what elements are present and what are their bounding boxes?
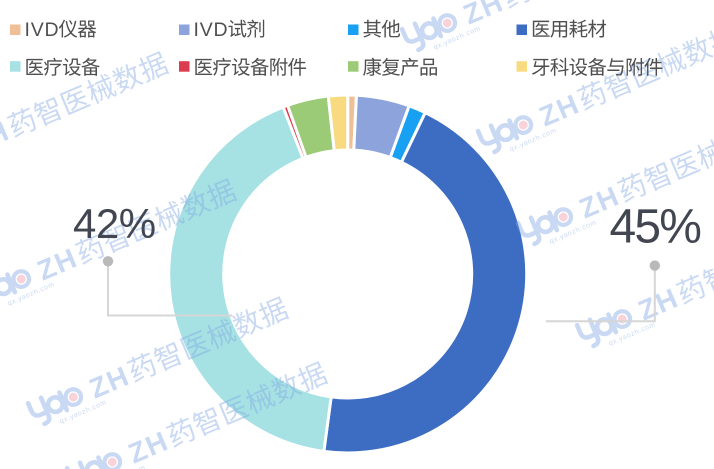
svg-text:42%: 42% <box>73 200 156 247</box>
svg-text:IVD: IVD <box>25 19 60 41</box>
svg-text:IVD: IVD <box>194 19 229 41</box>
svg-text:45%: 45% <box>610 200 701 253</box>
